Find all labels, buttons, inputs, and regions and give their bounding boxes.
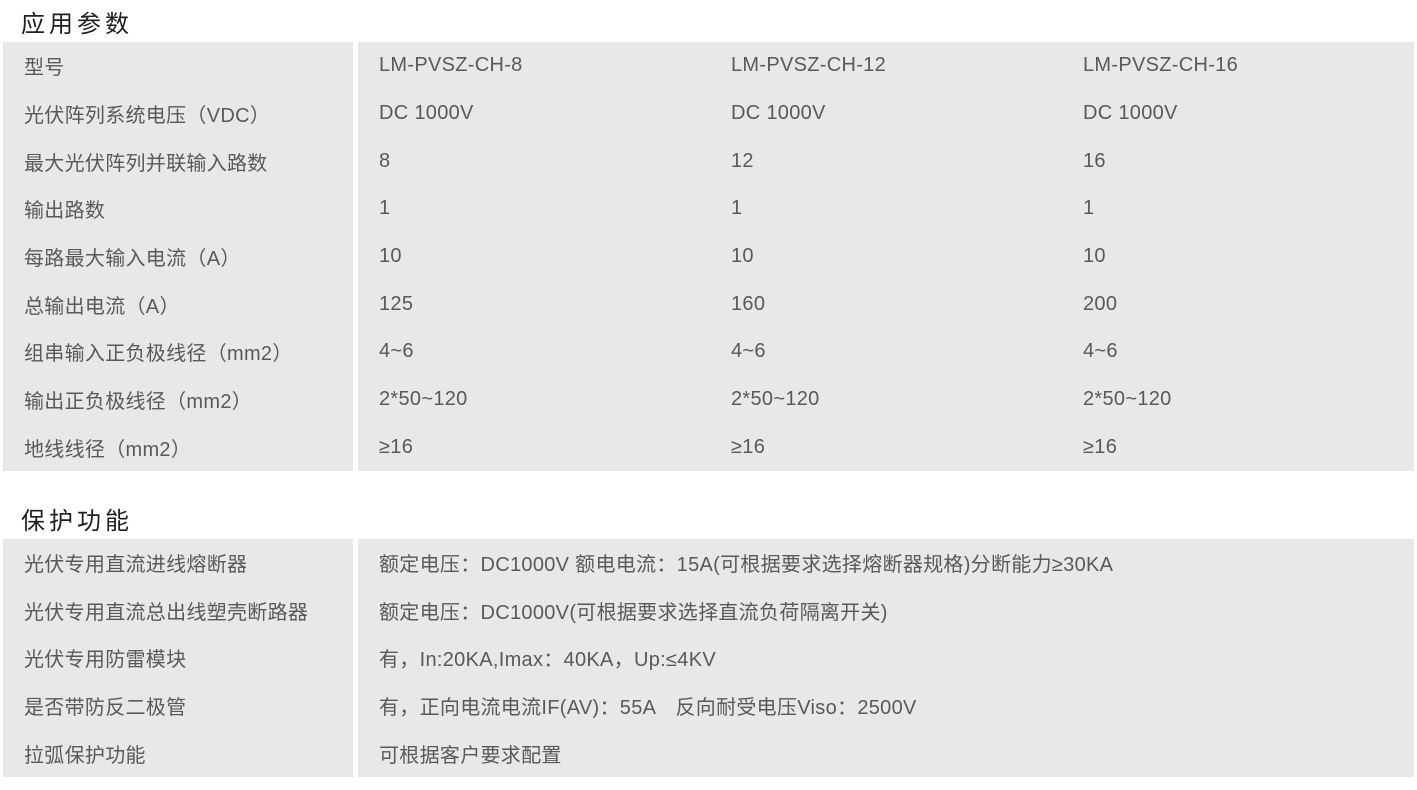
values-column: LM-PVSZ-CH-8 LM-PVSZ-CH-12 LM-PVSZ-CH-16 DC… [358, 42, 1414, 472]
table-row: 可根据客户要求配置 [358, 729, 1414, 777]
row-label: 地线线径（mm2） [24, 438, 192, 461]
value-cell: 2*50~120 [1083, 388, 1172, 411]
table-row: 2*50~120 2*50~120 2*50~120 [358, 376, 1414, 424]
value-cell: 可根据客户要求配置 [379, 744, 562, 767]
value-cell: DC 1000V [379, 102, 474, 125]
values-column: 额定电压：DC1000V 额电电流：15A(可根据要求选择熔断器规格)分断能力≥… [358, 539, 1414, 777]
value-cell: LM-PVSZ-CH-12 [731, 54, 887, 77]
value-cell: 2*50~120 [731, 388, 820, 411]
row-label: 组串输入正负极线径（mm2） [24, 343, 293, 366]
value-cell: 1 [731, 197, 743, 220]
table-row: ≥16 ≥16 ≥16 [358, 424, 1414, 472]
value-cell: 10 [379, 245, 402, 268]
table-row: 额定电压：DC1000V 额电电流：15A(可根据要求选择熔断器规格)分断能力≥… [358, 539, 1414, 587]
table-row: 125 160 200 [358, 280, 1414, 328]
value-cell: 2*50~120 [379, 388, 468, 411]
value-cell: ≥16 [379, 435, 414, 458]
value-cell: LM-PVSZ-CH-8 [379, 54, 523, 77]
value-cell: 1 [379, 197, 391, 220]
value-cell: 1 [1083, 197, 1095, 220]
value-cell: 4~6 [1083, 340, 1118, 363]
table-row: 1 1 1 [358, 185, 1414, 233]
value-cell: 8 [379, 149, 391, 172]
table-row: 8 12 16 [358, 137, 1414, 185]
table-row: 4~6 4~6 4~6 [358, 328, 1414, 376]
value-cell: 4~6 [731, 340, 766, 363]
application-parameters-table: 型号光伏阵列系统电压（VDC） 最大光伏阵列并联输入路数 输出路数每路最大输入电流（… [3, 42, 1414, 472]
label-column: 型号光伏阵列系统电压（VDC） 最大光伏阵列并联输入路数 输出路数每路最大输入电流（… [3, 42, 353, 472]
row-label: 光伏专用直流总出线塑壳断路器 [24, 601, 309, 624]
row-label: 输出正负极线径（mm2） [24, 391, 253, 414]
section-title-application-parameters: 应用参数 [21, 12, 133, 38]
value-cell: 4~6 [379, 340, 414, 363]
row-label: 总输出电流（A） [24, 295, 180, 318]
label-column: 光伏专用直流进线熔断器光伏专用直流总出线塑壳断路器 光伏专用防雷模块 是否带防反二极… [3, 539, 353, 777]
column-divider [353, 42, 358, 472]
row-label: 光伏专用防雷模块 [24, 649, 187, 672]
value-cell: ≥16 [1083, 435, 1118, 458]
value-cell: DC 1000V [1083, 102, 1178, 125]
row-label: 是否带防反二极管 [24, 697, 187, 720]
value-cell: 200 [1083, 292, 1118, 315]
table-row: LM-PVSZ-CH-8 LM-PVSZ-CH-12 LM-PVSZ-CH-16 [358, 42, 1414, 90]
value-cell: 10 [1083, 245, 1106, 268]
table-row: 10 10 10 [358, 233, 1414, 281]
value-cell: 有，In:20KA,Imax：40KA，Up:≤4KV [379, 649, 716, 672]
value-cell: 12 [731, 149, 754, 172]
value-cell: 有，正向电流电流IF(AV)：55A 反向耐受电压Viso：2500V [379, 697, 917, 720]
value-cell: LM-PVSZ-CH-16 [1083, 54, 1239, 77]
row-label: 拉弧保护功能 [24, 744, 146, 767]
row-label: 输出路数 [24, 200, 106, 223]
table-row: 额定电压：DC1000V(可根据要求选择直流负荷隔离开关) [358, 587, 1414, 635]
value-cell: 额定电压：DC1000V(可根据要求选择直流负荷隔离开关) [379, 601, 888, 624]
table-row: 有，正向电流电流IF(AV)：55A 反向耐受电压Viso：2500V [358, 682, 1414, 730]
value-cell: 10 [731, 245, 754, 268]
value-cell: ≥16 [731, 435, 766, 458]
row-label: 型号 [24, 57, 65, 80]
section-title-protection-functions: 保护功能 [21, 509, 133, 535]
row-label: 光伏阵列系统电压（VDC） [24, 105, 271, 128]
value-cell: 160 [731, 292, 766, 315]
row-label: 最大光伏阵列并联输入路数 [24, 152, 268, 175]
value-cell: DC 1000V [731, 102, 826, 125]
value-cell: 16 [1083, 149, 1106, 172]
protection-functions-table: 光伏专用直流进线熔断器光伏专用直流总出线塑壳断路器 光伏专用防雷模块 是否带防反二极… [3, 539, 1414, 777]
column-divider [353, 539, 358, 777]
value-cell: 额定电压：DC1000V 额电电流：15A(可根据要求选择熔断器规格)分断能力≥… [379, 554, 1114, 577]
row-label: 光伏专用直流进线熔断器 [24, 554, 248, 577]
table-row: 有，In:20KA,Imax：40KA，Up:≤4KV [358, 634, 1414, 682]
row-label: 每路最大输入电流（A） [24, 248, 241, 271]
value-cell: 125 [379, 292, 414, 315]
table-row: DC 1000V DC 1000V DC 1000V [358, 90, 1414, 138]
